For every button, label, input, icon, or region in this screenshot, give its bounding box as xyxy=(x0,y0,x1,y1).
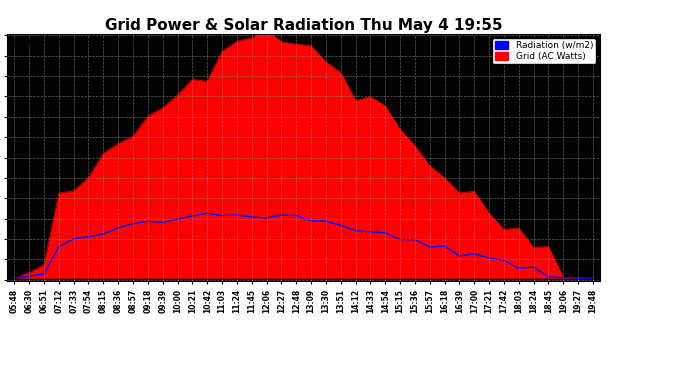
Text: Copyright 2017 Cartronics.com: Copyright 2017 Cartronics.com xyxy=(7,38,138,47)
Title: Grid Power & Solar Radiation Thu May 4 19:55: Grid Power & Solar Radiation Thu May 4 1… xyxy=(105,18,502,33)
Legend: Radiation (w/m2), Grid (AC Watts): Radiation (w/m2), Grid (AC Watts) xyxy=(492,38,595,64)
